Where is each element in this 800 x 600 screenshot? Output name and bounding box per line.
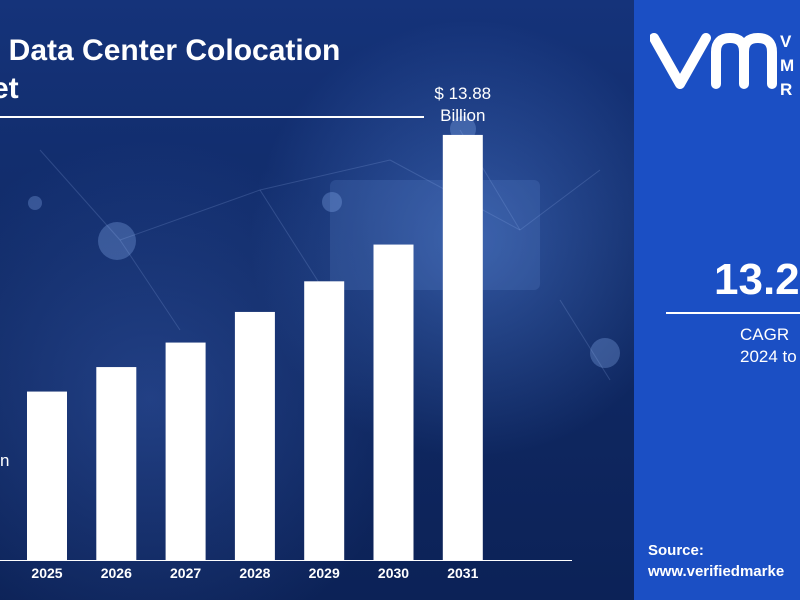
data-label-partial: n xyxy=(0,451,9,470)
summary-panel: V M R 13.2 CAGR 2024 to Source: www.veri… xyxy=(634,0,800,600)
chart-title: l Data Center Colocation et xyxy=(0,32,412,108)
data-label: Billion xyxy=(440,106,485,125)
logo-letter: V xyxy=(780,32,792,51)
bar xyxy=(373,244,414,560)
title-underline xyxy=(0,116,424,118)
bar xyxy=(442,134,483,561)
bokeh-dot xyxy=(28,196,42,210)
cagr-divider xyxy=(666,312,800,314)
x-tick-label: 2031 xyxy=(447,565,478,581)
bokeh-dot xyxy=(590,338,620,368)
bar xyxy=(27,391,67,560)
bar-chart: 2025 2026 2027 2028 2029 2030 2031 n $ 13.88 Bill… xyxy=(0,84,572,581)
bokeh-dot xyxy=(98,222,136,260)
bar xyxy=(234,311,275,560)
x-tick-label: 2029 xyxy=(309,565,340,581)
x-tick-label: 2027 xyxy=(170,565,201,581)
x-tick-label: 2025 xyxy=(31,565,62,581)
chart-panel: l Data Center Colocation et 2025 2026 2027… xyxy=(0,0,634,600)
source-label: Source: xyxy=(648,542,704,559)
logo-wordmark: V M R xyxy=(780,30,800,102)
cagr-label-line-2: 2024 to xyxy=(740,347,797,366)
source-url[interactable]: www.verifiedmarke xyxy=(648,563,785,580)
vmr-logo-icon xyxy=(650,32,777,89)
x-tick-label: 2026 xyxy=(101,565,132,581)
cagr-label-line-1: CAGR xyxy=(740,325,790,344)
chart-title-line-2: et xyxy=(0,72,19,105)
bar xyxy=(165,342,206,560)
data-label: $ 13.88 xyxy=(434,84,491,103)
x-tick-label: 2028 xyxy=(239,565,270,581)
cagr-value: 13.2 xyxy=(714,255,800,304)
bar xyxy=(304,281,345,560)
bar xyxy=(96,367,137,560)
bokeh-dot xyxy=(322,192,342,212)
logo-letter: R xyxy=(780,80,793,99)
source-note: Source: www.verifiedmarke xyxy=(648,540,784,582)
chart-title-line-1: l Data Center Colocation xyxy=(0,34,341,67)
cagr-label: CAGR 2024 to xyxy=(740,324,797,368)
x-tick-label: 2030 xyxy=(378,565,409,581)
logo-letter: M xyxy=(780,56,795,75)
